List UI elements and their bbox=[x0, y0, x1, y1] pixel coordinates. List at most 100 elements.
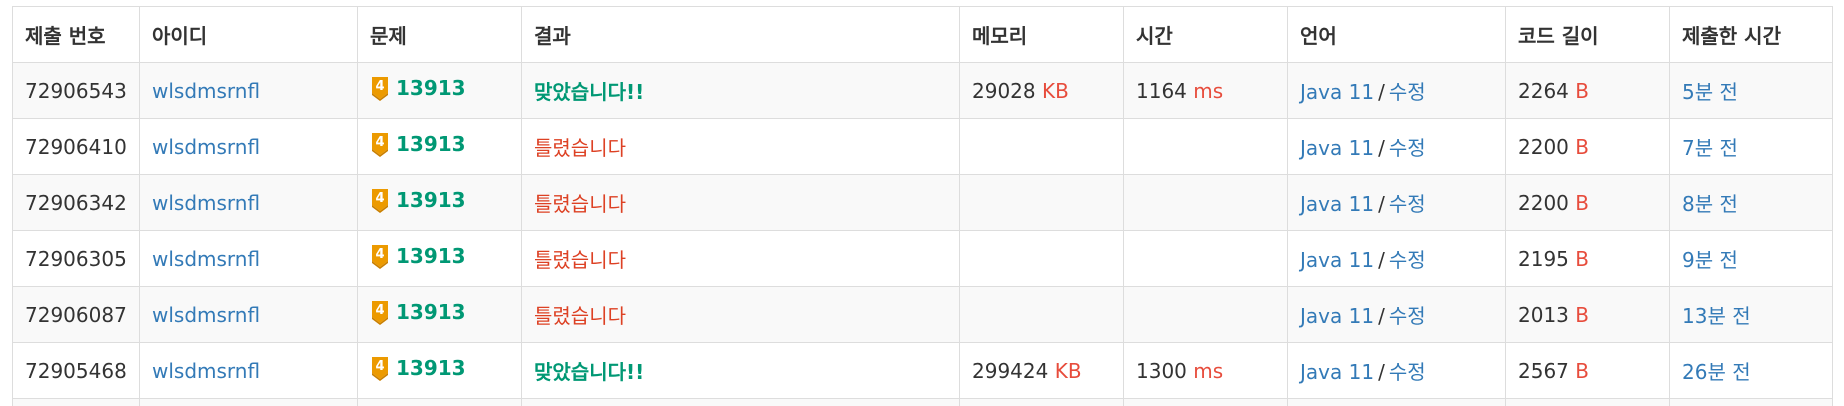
edit-link[interactable]: 수정 bbox=[1388, 360, 1426, 384]
header-problem: 문제 bbox=[357, 6, 522, 63]
problem-link[interactable]: 4 13913 bbox=[370, 131, 466, 157]
edit-link[interactable]: 수정 bbox=[1388, 136, 1426, 160]
user-link[interactable]: wlsdmsrnfl bbox=[152, 190, 261, 215]
result-cell: 맞았습니다!! bbox=[521, 62, 960, 119]
problem-link[interactable]: 4 13913 bbox=[370, 355, 466, 381]
user-link[interactable]: wlsdmsrnfl bbox=[152, 134, 261, 159]
table-row: 72906087 wlsdmsrnfl 4 13913 틀렸습니다 bbox=[12, 286, 1833, 343]
submitted-time-cell: 9분 전 bbox=[1669, 230, 1833, 287]
user-link[interactable]: wlsdmsrnfl bbox=[152, 78, 261, 103]
memory-cell bbox=[959, 230, 1124, 287]
language-link[interactable]: Java 11 bbox=[1300, 360, 1375, 384]
problem-id: 13913 bbox=[396, 300, 466, 324]
submitted-time-cell: 7분 전 bbox=[1669, 118, 1833, 175]
tier-label: 4 bbox=[375, 79, 384, 94]
submitted-time-cell bbox=[1669, 398, 1833, 406]
edit-link[interactable]: 수정 bbox=[1388, 80, 1426, 104]
submission-id: 72906410 bbox=[25, 134, 127, 159]
table-row: 72905468 wlsdmsrnfl 4 13913 맞았습니다!! 2994… bbox=[12, 342, 1833, 399]
language-link[interactable]: Java 11 bbox=[1300, 248, 1375, 272]
user-link[interactable]: wlsdmsrnfl bbox=[152, 358, 261, 383]
submission-id-cell: 72906543 bbox=[12, 62, 140, 119]
code-length-unit: B bbox=[1575, 134, 1589, 159]
result-text[interactable]: 틀렸습니다 bbox=[534, 192, 626, 216]
table-row: 72906543 wlsdmsrnfl 4 13913 맞았습니다!! 2902… bbox=[12, 62, 1833, 119]
user-link[interactable]: wlsdmsrnfl bbox=[152, 302, 261, 327]
table-row: 72906342 wlsdmsrnfl 4 13913 틀렸습니다 bbox=[12, 174, 1833, 231]
submission-id-cell: 72906410 bbox=[12, 118, 140, 175]
table-row: 4 bbox=[12, 398, 1833, 406]
problem-id: 13913 bbox=[396, 76, 466, 100]
problem-cell: 4 13913 bbox=[357, 174, 522, 231]
language-link[interactable]: Java 11 bbox=[1300, 80, 1375, 104]
language-cell: Java 11/수정 bbox=[1287, 118, 1506, 175]
submitted-time-link[interactable]: 26분 전 bbox=[1682, 360, 1751, 384]
language-separator: / bbox=[1378, 360, 1385, 384]
submitted-time-link[interactable]: 9분 전 bbox=[1682, 248, 1738, 272]
memory-cell bbox=[959, 398, 1124, 406]
language-link[interactable]: Java 11 bbox=[1300, 136, 1375, 160]
problem-cell: 4 13913 bbox=[357, 342, 522, 399]
code-length-value: 2264 bbox=[1518, 78, 1569, 103]
language-cell: Java 11/수정 bbox=[1287, 230, 1506, 287]
gold-tier-icon: 4 bbox=[370, 187, 390, 213]
problem-cell: 4 13913 bbox=[357, 62, 522, 119]
gold-tier-icon: 4 bbox=[370, 75, 390, 101]
table-body: 72906543 wlsdmsrnfl 4 13913 맞았습니다!! 2902… bbox=[12, 62, 1833, 406]
problem-id: 13913 bbox=[396, 356, 466, 380]
result-text[interactable]: 틀렸습니다 bbox=[534, 136, 626, 160]
result-cell bbox=[521, 398, 960, 406]
submitted-time-link[interactable]: 7분 전 bbox=[1682, 136, 1738, 160]
gold-tier-icon: 4 bbox=[370, 355, 390, 381]
time-cell bbox=[1123, 118, 1288, 175]
memory-value: 29028 bbox=[972, 78, 1036, 103]
submitted-time-link[interactable]: 5분 전 bbox=[1682, 80, 1738, 104]
header-memory: 메모리 bbox=[959, 6, 1124, 63]
tier-badge-shape: 4 bbox=[372, 245, 388, 269]
problem-id: 13913 bbox=[396, 244, 466, 268]
code-length-cell bbox=[1505, 398, 1670, 406]
header-time: 시간 bbox=[1123, 6, 1288, 63]
code-length-cell: 2264 B bbox=[1505, 62, 1670, 119]
language-separator: / bbox=[1378, 136, 1385, 160]
time-unit: ms bbox=[1193, 358, 1224, 383]
problem-link[interactable]: 4 13913 bbox=[370, 75, 466, 101]
time-cell bbox=[1123, 174, 1288, 231]
time-value: 1164 bbox=[1136, 78, 1187, 103]
tier-label: 4 bbox=[375, 191, 384, 206]
edit-link[interactable]: 수정 bbox=[1388, 304, 1426, 328]
submission-id: 72906543 bbox=[25, 78, 127, 103]
submitted-time-link[interactable]: 8분 전 bbox=[1682, 192, 1738, 216]
submitted-time-cell: 26분 전 bbox=[1669, 342, 1833, 399]
language-separator: / bbox=[1378, 192, 1385, 216]
result-cell: 맞았습니다!! bbox=[521, 342, 960, 399]
language-cell: Java 11/수정 bbox=[1287, 62, 1506, 119]
problem-cell: 4 13913 bbox=[357, 118, 522, 175]
result-text[interactable]: 맞았습니다!! bbox=[534, 360, 645, 384]
result-cell: 틀렸습니다 bbox=[521, 174, 960, 231]
language-link[interactable]: Java 11 bbox=[1300, 192, 1375, 216]
user-cell: wlsdmsrnfl bbox=[139, 174, 358, 231]
submission-id-cell: 72906342 bbox=[12, 174, 140, 231]
submission-status-table: 제출 번호 아이디 문제 결과 메모리 시간 언어 코드 길이 제출한 시간 7… bbox=[12, 6, 1833, 406]
result-text[interactable]: 틀렸습니다 bbox=[534, 248, 626, 272]
edit-link[interactable]: 수정 bbox=[1388, 248, 1426, 272]
problem-link[interactable]: 4 13913 bbox=[370, 299, 466, 325]
edit-link[interactable]: 수정 bbox=[1388, 192, 1426, 216]
code-length-cell: 2200 B bbox=[1505, 118, 1670, 175]
problem-link[interactable]: 4 13913 bbox=[370, 187, 466, 213]
result-cell: 틀렸습니다 bbox=[521, 286, 960, 343]
header-submitted-time: 제출한 시간 bbox=[1669, 6, 1833, 63]
language-link[interactable]: Java 11 bbox=[1300, 304, 1375, 328]
language-cell: Java 11/수정 bbox=[1287, 286, 1506, 343]
result-text[interactable]: 맞았습니다!! bbox=[534, 80, 645, 104]
time-unit: ms bbox=[1193, 78, 1224, 103]
user-link[interactable]: wlsdmsrnfl bbox=[152, 246, 261, 271]
submitted-time-cell: 13분 전 bbox=[1669, 286, 1833, 343]
table-header: 제출 번호 아이디 문제 결과 메모리 시간 언어 코드 길이 제출한 시간 bbox=[12, 6, 1833, 63]
result-text[interactable]: 틀렸습니다 bbox=[534, 304, 626, 328]
gold-tier-icon: 4 bbox=[370, 299, 390, 325]
submitted-time-link[interactable]: 13분 전 bbox=[1682, 304, 1751, 328]
problem-link[interactable]: 4 13913 bbox=[370, 243, 466, 269]
header-code-length: 코드 길이 bbox=[1505, 6, 1670, 63]
